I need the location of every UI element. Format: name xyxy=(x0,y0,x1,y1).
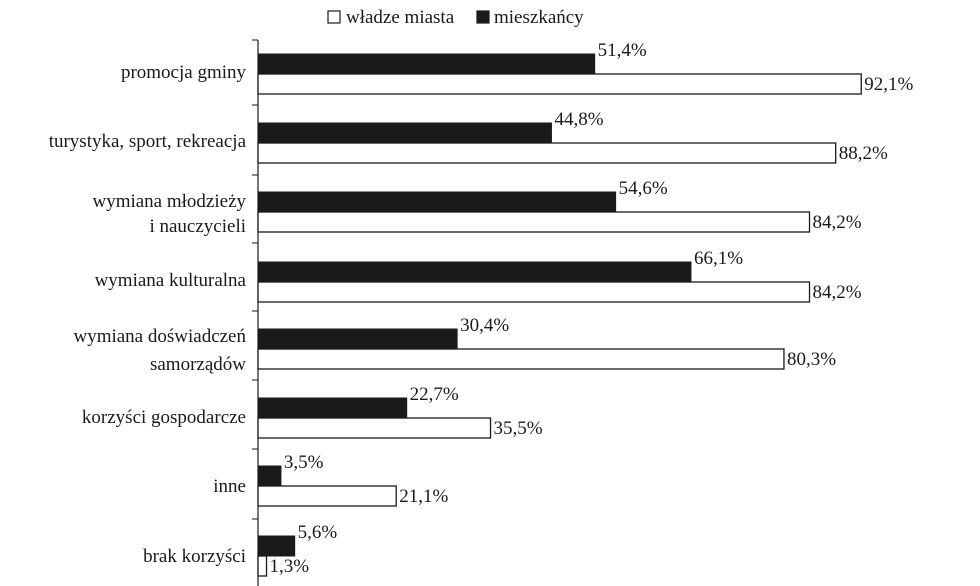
category-label: inne xyxy=(213,476,246,497)
value-label-mieszkancy: 54,6% xyxy=(619,178,668,199)
bar-wladze-miasta xyxy=(257,485,397,507)
bar-wladze-miasta xyxy=(257,348,785,370)
value-label-wladze-miasta: 35,5% xyxy=(494,418,543,439)
bar-mieszkancy xyxy=(257,122,552,144)
category-label: samorządów xyxy=(150,354,246,375)
value-label-mieszkancy: 30,4% xyxy=(460,315,509,336)
value-label-mieszkancy: 3,5% xyxy=(284,452,324,473)
category-axis xyxy=(252,39,259,586)
value-label-wladze-miasta: 84,2% xyxy=(813,282,862,303)
value-label-wladze-miasta: 21,1% xyxy=(399,486,448,507)
category-label: brak korzyści xyxy=(143,546,246,567)
value-label-wladze-miasta: 80,3% xyxy=(787,349,836,370)
bar-mieszkancy xyxy=(257,191,617,213)
category-label: i nauczycieli xyxy=(149,216,246,237)
category-label: wymiana doświadczeń xyxy=(73,326,246,347)
bar-mieszkancy xyxy=(257,397,408,419)
value-label-mieszkancy: 22,7% xyxy=(410,384,459,405)
legend-swatch xyxy=(476,10,490,24)
legend-label: mieszkańcy xyxy=(494,7,584,28)
category-label: promocja gminy xyxy=(121,62,247,83)
bar-mieszkancy xyxy=(257,261,692,283)
bar-mieszkancy xyxy=(257,535,296,557)
bar-wladze-miasta xyxy=(257,142,837,164)
bar-wladze-miasta xyxy=(257,211,811,233)
value-label-mieszkancy: 51,4% xyxy=(598,40,647,61)
bar-mieszkancy xyxy=(257,328,458,350)
legend-label: władze miasta xyxy=(346,7,455,28)
category-label: turystyka, sport, rekreacja xyxy=(49,131,247,152)
category-label: korzyści gospodarcze xyxy=(82,407,246,428)
value-label-mieszkancy: 44,8% xyxy=(554,109,603,130)
category-labels: promocja gminy turystyka, sport, rekreacj… xyxy=(49,62,247,567)
category-label: wymiana kulturalna xyxy=(95,270,247,291)
value-label-wladze-miasta: 1,3% xyxy=(270,556,310,577)
value-label-mieszkancy: 66,1% xyxy=(694,248,743,269)
value-label-wladze-miasta: 92,1% xyxy=(864,74,913,95)
bar-wladze-miasta xyxy=(257,73,862,95)
bar-wladze-miasta xyxy=(257,555,268,577)
value-label-mieszkancy: 5,6% xyxy=(298,522,338,543)
bars: 51,4% 92,1% 44,8% 88,2% 54,6% 84,2% 66,1% 84,2%… xyxy=(257,40,914,577)
bar-mieszkancy xyxy=(257,465,282,487)
category-label: wymiana młodzieży xyxy=(92,191,246,212)
value-label-wladze-miasta: 88,2% xyxy=(839,143,888,164)
bar-wladze-miasta xyxy=(257,417,492,439)
legend: władze miasta mieszkańcy xyxy=(327,7,584,28)
bar-wladze-miasta xyxy=(257,281,811,303)
bar-mieszkancy xyxy=(257,53,596,75)
legend-swatch xyxy=(327,10,341,24)
value-label-wladze-miasta: 84,2% xyxy=(813,212,862,233)
